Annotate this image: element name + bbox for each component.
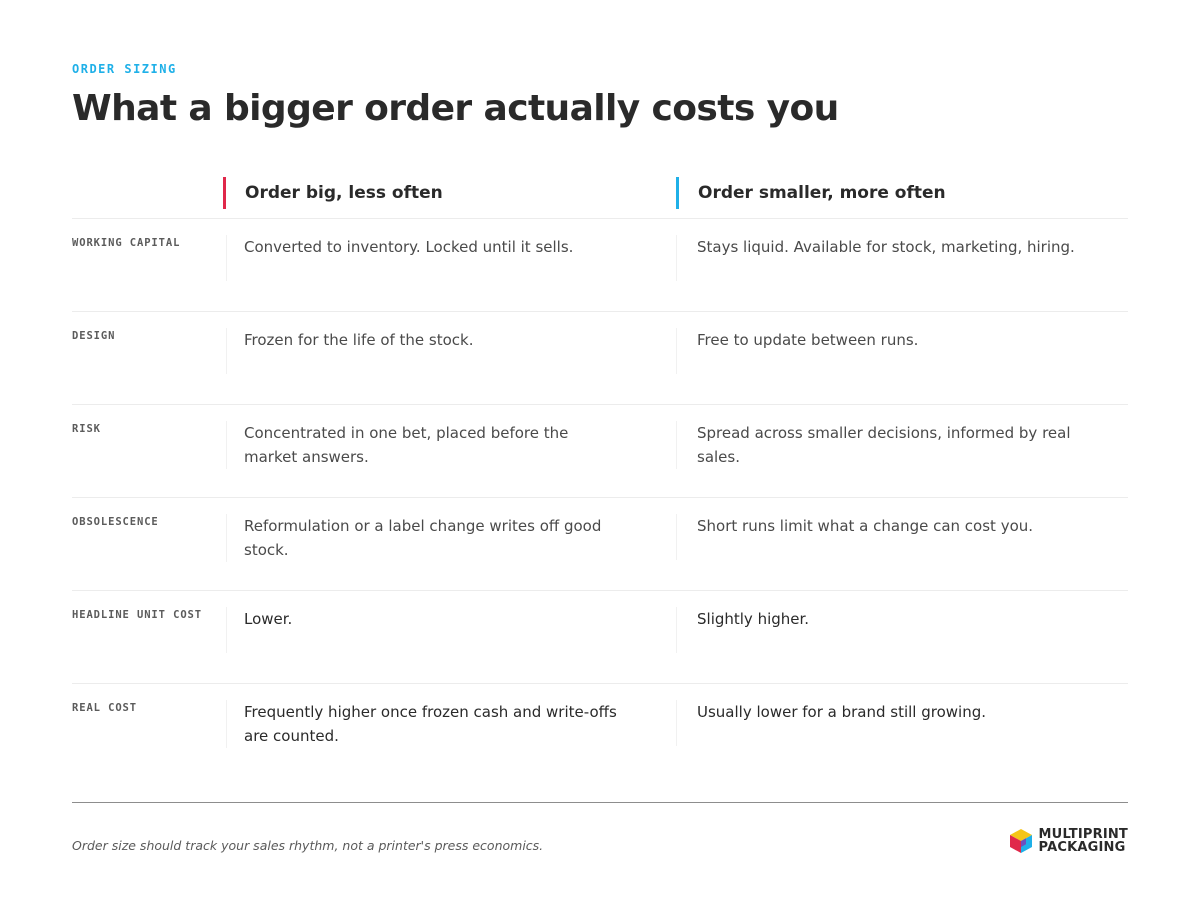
column-header-order-big: Order big, less often bbox=[223, 177, 443, 209]
row-label: WORKING CAPITAL bbox=[72, 237, 181, 249]
page-title: What a bigger order actually costs you bbox=[72, 88, 839, 129]
brand-wordmark: MULTIPRINT PACKAGING bbox=[1039, 828, 1128, 854]
footnote: Order size should track your sales rhyth… bbox=[72, 838, 544, 853]
cell-order-smaller: Free to update between runs. bbox=[676, 328, 1076, 374]
cell-order-smaller: Stays liquid. Available for stock, marke… bbox=[676, 235, 1076, 281]
eyebrow-label: ORDER SIZING bbox=[72, 62, 177, 76]
brand-line-2: PACKAGING bbox=[1038, 840, 1126, 855]
row-label: REAL COST bbox=[72, 702, 137, 714]
table-row-headline-unit-cost: HEADLINE UNIT COST Lower. Slightly highe… bbox=[72, 591, 1128, 684]
cell-order-big: Frequently higher once frozen cash and w… bbox=[226, 700, 626, 748]
column-header-order-smaller: Order smaller, more often bbox=[676, 177, 946, 209]
cell-order-smaller: Spread across smaller decisions, informe… bbox=[676, 421, 1076, 469]
cell-order-smaller: Usually lower for a brand still growing. bbox=[676, 700, 1076, 746]
cell-order-big: Concentrated in one bet, placed before t… bbox=[226, 421, 626, 469]
cell-order-big: Reformulation or a label change writes o… bbox=[226, 514, 626, 562]
cell-order-big: Frozen for the life of the stock. bbox=[226, 328, 626, 374]
comparison-sheet: ORDER SIZING What a bigger order actuall… bbox=[72, 0, 1128, 900]
comparison-table: Order big, less often Order smaller, mor… bbox=[72, 172, 1128, 776]
table-row-risk: RISK Concentrated in one bet, placed bef… bbox=[72, 405, 1128, 498]
cell-order-big: Converted to inventory. Locked until it … bbox=[226, 235, 626, 281]
table-row-real-cost: REAL COST Frequently higher once frozen … bbox=[72, 684, 1128, 776]
row-label: HEADLINE UNIT COST bbox=[72, 609, 202, 621]
cell-order-smaller: Short runs limit what a change can cost … bbox=[676, 514, 1076, 560]
row-label: OBSOLESCENCE bbox=[72, 516, 159, 528]
row-label: RISK bbox=[72, 423, 101, 435]
brand-logo: MULTIPRINT PACKAGING bbox=[1009, 828, 1128, 854]
table-row-design: DESIGN Frozen for the life of the stock.… bbox=[72, 312, 1128, 405]
table-row-obsolescence: OBSOLESCENCE Reformulation or a label ch… bbox=[72, 498, 1128, 591]
cube-logo-icon bbox=[1009, 829, 1032, 853]
table-row-working-capital: WORKING CAPITAL Converted to inventory. … bbox=[72, 219, 1128, 312]
cell-order-smaller: Slightly higher. bbox=[676, 607, 1076, 653]
footer-divider bbox=[72, 802, 1128, 803]
brand-line-1: MULTIPRINT bbox=[1038, 827, 1128, 842]
table-header: Order big, less often Order smaller, mor… bbox=[72, 172, 1128, 219]
row-label: DESIGN bbox=[72, 330, 116, 342]
cell-order-big: Lower. bbox=[226, 607, 626, 653]
